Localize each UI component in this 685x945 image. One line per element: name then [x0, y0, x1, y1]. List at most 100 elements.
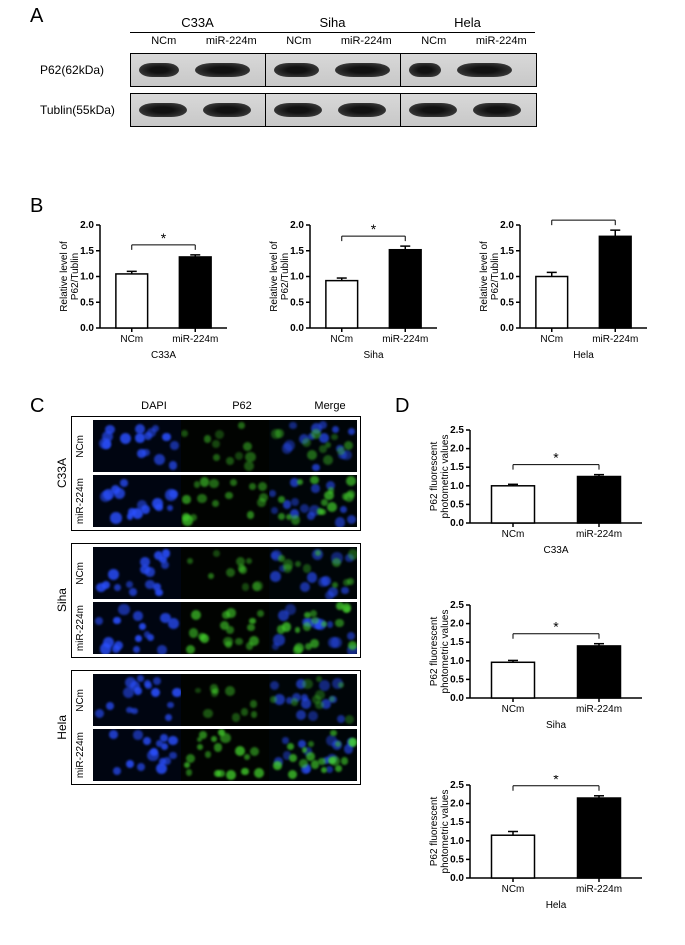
- fluo-image-merge: [269, 729, 357, 781]
- svg-text:0.0: 0.0: [450, 693, 464, 704]
- svg-text:2.0: 2.0: [80, 220, 94, 231]
- fluo-signal: [235, 452, 243, 460]
- blot-band: [409, 103, 457, 117]
- fluo-signal: [208, 573, 214, 579]
- fluo-signal: [326, 766, 332, 772]
- fluo-signal: [321, 767, 327, 773]
- svg-text:0.5: 0.5: [290, 297, 304, 308]
- fluo-signal: [331, 434, 338, 441]
- blot-band: [274, 103, 322, 117]
- svg-text:photometric values: photometric values: [440, 790, 451, 874]
- fluo-signal: [213, 454, 220, 461]
- svg-text:0.5: 0.5: [450, 854, 464, 865]
- svg-text:Siha: Siha: [363, 350, 383, 360]
- fluo-signal: [118, 604, 130, 616]
- fluo-signal: [95, 709, 104, 718]
- svg-text:photometric values: photometric values: [440, 435, 451, 519]
- fluo-signal: [169, 752, 177, 760]
- fluo-signal: [151, 688, 161, 698]
- fluo-signal: [312, 464, 319, 471]
- fluo-headers: DAPI P62 Merge: [110, 400, 374, 412]
- western-blot-panel: C33A Siha Hela NCmmiR-224m NCmmiR-224m N…: [130, 15, 537, 127]
- fluo-signal: [197, 737, 203, 743]
- svg-text:0.0: 0.0: [450, 873, 464, 884]
- fluo-signal: [307, 450, 317, 460]
- fluo-signal: [133, 646, 140, 653]
- fluo-signal: [142, 449, 150, 457]
- fluo-signal: [301, 698, 312, 709]
- svg-text:Relative level of: Relative level of: [479, 241, 490, 312]
- blot-row: Tublin(55kDa): [130, 93, 537, 127]
- fluo-signal: [167, 505, 173, 511]
- fluo-signal: [332, 558, 341, 567]
- svg-text:1.0: 1.0: [500, 272, 514, 283]
- panel-c-label: C: [30, 395, 44, 418]
- fluo-signal: [311, 484, 319, 492]
- fluo-signal: [133, 730, 142, 739]
- svg-text:1.5: 1.5: [290, 246, 304, 257]
- fluo-signal: [140, 557, 150, 567]
- cond-pair: NCmmiR-224m: [130, 32, 265, 47]
- fluo-signal: [315, 550, 321, 556]
- fluo-signal: [205, 751, 211, 757]
- fluo-signal: [257, 610, 264, 617]
- svg-text:P62/Tublin: P62/Tublin: [490, 253, 501, 300]
- svg-text:miR-224m: miR-224m: [172, 334, 218, 345]
- fluo-condition-label: NCm: [75, 562, 89, 585]
- fluo-signal: [337, 447, 344, 454]
- svg-text:2.5: 2.5: [450, 600, 464, 611]
- fluo-header-dapi: DAPI: [110, 400, 198, 412]
- blot-band: [139, 63, 179, 77]
- fluo-signal: [283, 564, 292, 573]
- fluo-signal: [323, 455, 333, 465]
- fluo-signal: [321, 621, 327, 627]
- svg-text:*: *: [581, 215, 587, 221]
- fluo-signal: [232, 713, 240, 721]
- svg-text:P62 fluorescent: P62 fluorescent: [429, 617, 440, 687]
- fluo-signal: [349, 738, 357, 746]
- fluo-signal: [225, 492, 232, 499]
- fluo-signal: [308, 741, 314, 747]
- fluo-signal: [254, 768, 264, 778]
- fluo-signal: [186, 769, 193, 776]
- fluo-signal: [145, 580, 154, 589]
- fluo-image-p62: [181, 475, 269, 527]
- svg-text:0.0: 0.0: [500, 323, 514, 334]
- fluo-image-dapi: [93, 729, 181, 781]
- fluo-signal: [342, 603, 351, 612]
- fluo-signal: [161, 743, 168, 750]
- fluo-signal: [329, 696, 335, 702]
- fluo-signal: [110, 512, 122, 524]
- svg-text:NCm: NCm: [502, 704, 525, 715]
- fluo-signal: [187, 558, 193, 564]
- svg-text:1.5: 1.5: [80, 246, 94, 257]
- fluo-image-p62: [181, 729, 269, 781]
- fluo-signal: [300, 582, 310, 592]
- svg-text:1.0: 1.0: [450, 656, 464, 667]
- fluo-signal: [250, 747, 260, 757]
- fluo-signal: [318, 758, 326, 766]
- fluo-image-p62: [181, 420, 269, 472]
- fluo-signal: [212, 500, 220, 508]
- blot-lane-group: [401, 94, 536, 126]
- fluo-signal: [134, 687, 142, 695]
- fluo-header-p62: P62: [198, 400, 286, 412]
- fluo-signal: [291, 498, 299, 506]
- fluo-signal: [241, 708, 249, 716]
- fluo-row: miR-224m: [75, 475, 357, 527]
- fluo-signal: [302, 679, 312, 689]
- svg-text:1.0: 1.0: [450, 836, 464, 847]
- svg-text:NCm: NCm: [540, 334, 563, 345]
- fluo-signal: [253, 581, 263, 591]
- fluo-signal: [241, 768, 249, 776]
- fluo-image-p62: [181, 547, 269, 599]
- svg-text:miR-224m: miR-224m: [576, 704, 622, 715]
- cond-mir: miR-224m: [468, 35, 536, 47]
- fluo-signal: [338, 682, 344, 688]
- fluo-signal: [238, 564, 246, 572]
- fluo-signal: [145, 683, 152, 690]
- fluo-signal: [113, 617, 120, 624]
- fluo-signal: [144, 631, 150, 637]
- fluo-block: HelaNCmmiR-224m: [55, 670, 374, 785]
- fluo-signal: [247, 624, 255, 632]
